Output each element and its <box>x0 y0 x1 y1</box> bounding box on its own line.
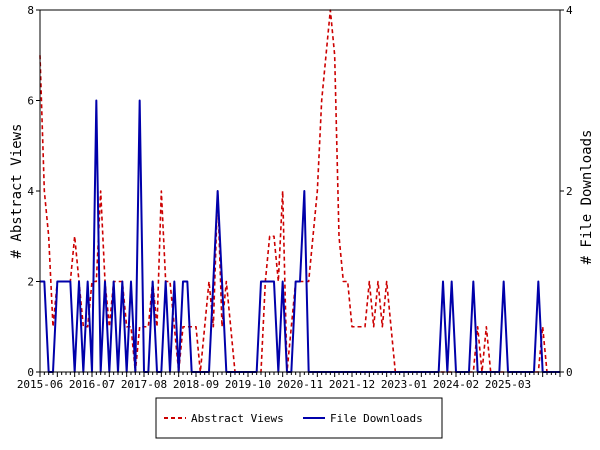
y-tick-label: 4 <box>27 185 34 198</box>
y2-tick-label: 2 <box>566 185 573 198</box>
x-ticks: 2015-06 2016-07 2017-08 2018-09 2019-10 2020-… <box>17 372 561 391</box>
legend-box <box>155 397 443 439</box>
x-tick-label: 2019-10 <box>225 378 271 391</box>
y-tick-label: 2 <box>27 276 34 289</box>
x-tick-label: 2018-09 <box>173 378 219 391</box>
y-tick-label: 8 <box>27 4 34 17</box>
legend-label-file-downloads: File Downloads <box>330 412 423 425</box>
plot-frame <box>39 9 561 373</box>
x-tick-label: 2025-03 <box>485 378 531 391</box>
x-tick-label: 2015-06 <box>17 378 63 391</box>
x-tick-label: 2020-11 <box>277 378 323 391</box>
y2-tick-label: 4 <box>566 4 573 17</box>
series-layer <box>39 9 560 373</box>
legend-label-abstract-views: Abstract Views <box>191 412 284 425</box>
x-tick-label: 2023-01 <box>381 378 427 391</box>
x-tick-label: 2024-02 <box>433 378 479 391</box>
y2-ticks: 0 2 4 <box>560 4 573 379</box>
series-line-abstract-views <box>39 9 560 373</box>
y2-tick-label: 0 <box>566 366 573 379</box>
y2-axis-title: # File Downloads <box>579 130 595 265</box>
x-tick-label: 2021-12 <box>329 378 375 391</box>
x-tick-label: 2016-07 <box>69 378 115 391</box>
y-tick-label: 6 <box>27 95 34 108</box>
y-ticks: 0 2 4 6 8 <box>27 4 40 379</box>
y-axis-title: # Abstract Views <box>9 124 25 259</box>
x-tick-label: 2017-08 <box>121 378 167 391</box>
series-line-file-downloads <box>40 99 560 373</box>
legend: Abstract Views File Downloads <box>155 397 443 439</box>
y-tick-label: 0 <box>27 366 34 379</box>
